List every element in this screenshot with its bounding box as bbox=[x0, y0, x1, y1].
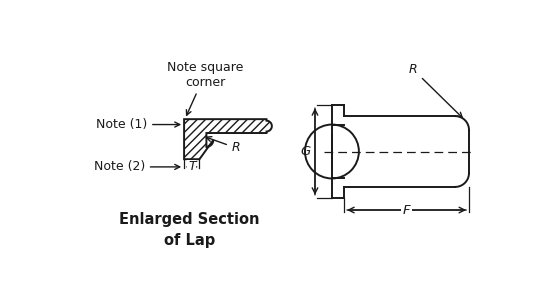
Text: F: F bbox=[403, 203, 410, 217]
Text: Note square
corner: Note square corner bbox=[167, 61, 243, 115]
Text: Enlarged Section
of Lap: Enlarged Section of Lap bbox=[119, 212, 260, 248]
Text: Note (1): Note (1) bbox=[96, 118, 180, 131]
Text: R: R bbox=[206, 136, 240, 154]
Text: R: R bbox=[409, 63, 462, 118]
Polygon shape bbox=[184, 119, 272, 159]
Text: T: T bbox=[188, 160, 196, 173]
Text: Note (2): Note (2) bbox=[94, 160, 180, 173]
Text: G: G bbox=[301, 145, 311, 158]
